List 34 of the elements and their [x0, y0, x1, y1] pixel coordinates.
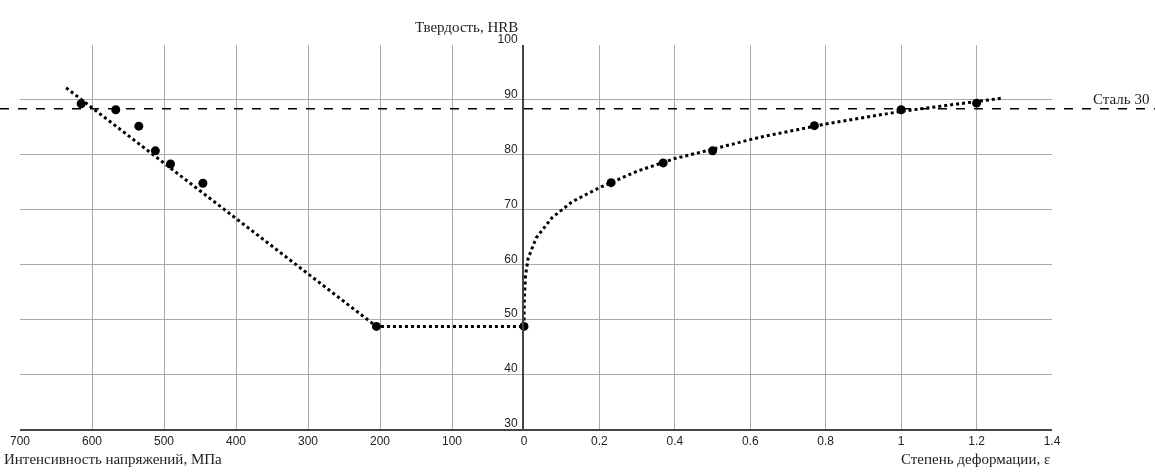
point: [76, 99, 86, 109]
point: [134, 121, 144, 131]
ref-line-label: Сталь 30: [1093, 91, 1150, 107]
x-tick-label: 0.6: [741, 434, 759, 449]
x-tick-label: 1: [897, 434, 905, 449]
y-tick-label: 40: [504, 361, 518, 376]
x-tick-label: 300: [297, 434, 319, 449]
y-tick-label: 90: [504, 87, 518, 102]
point: [371, 321, 381, 331]
y-tick-label: 30: [504, 416, 518, 431]
y-tick-label: 80: [504, 141, 518, 156]
y-tick-label: 70: [504, 196, 518, 211]
point: [150, 146, 160, 156]
x-tick-label: 1.2: [968, 434, 986, 449]
point: [165, 159, 175, 169]
y-tick-label: 60: [504, 251, 518, 266]
x-tick-label: 500: [153, 434, 175, 449]
x-tick-label: 100: [441, 434, 463, 449]
x-axis-title: Степень деформации, ε: [901, 451, 1051, 467]
x-tick-label: 200: [369, 434, 391, 449]
x-axis-title: Интенсивность напряжений, МПа: [4, 451, 223, 467]
point: [198, 178, 208, 188]
x-tick-label: 1.4: [1043, 434, 1061, 449]
x-tick-label: 600: [81, 434, 103, 449]
x-tick-label: 400: [225, 434, 247, 449]
point: [111, 105, 121, 115]
x-tick-label: 0: [520, 434, 528, 449]
y-axis-title: Твердость, HRB: [415, 19, 519, 35]
x-tick-label: 0.4: [666, 434, 684, 449]
y-tick-label: 50: [504, 306, 518, 321]
x-tick-label: 0.2: [591, 434, 609, 449]
y-tick-label: 100: [497, 32, 518, 47]
x-tick-label: 700: [9, 434, 31, 449]
x-tick-label: 0.8: [817, 434, 835, 449]
